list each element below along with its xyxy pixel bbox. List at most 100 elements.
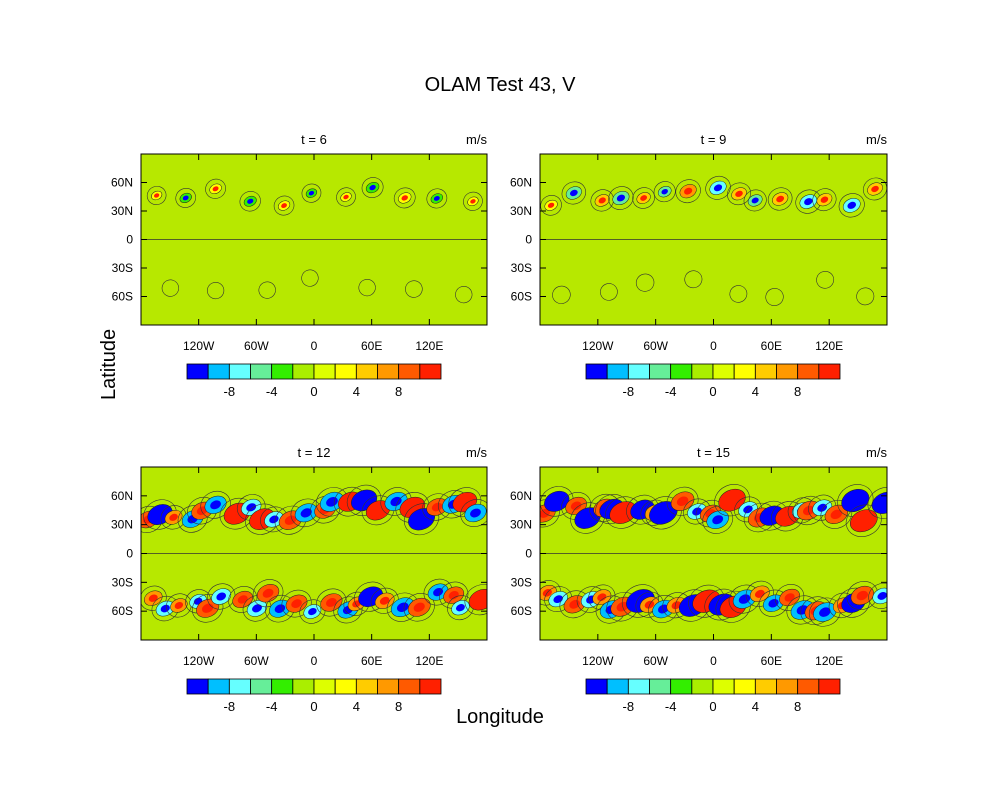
contour-loop-sh <box>846 581 879 610</box>
contour-loop-nh <box>862 177 887 201</box>
wave-core-nh <box>569 189 578 197</box>
colorbar-swatch <box>186 363 209 380</box>
wave-core-nh <box>308 190 315 196</box>
colorbar-swatch <box>334 678 357 695</box>
colorbar-swatch <box>649 363 672 380</box>
x-tick-label: 120W <box>183 654 215 668</box>
wave-core-nh <box>765 510 778 521</box>
contour-loop-sh <box>464 584 487 616</box>
colorbar-label: -8 <box>623 384 635 399</box>
wave-core-nh <box>684 187 693 195</box>
contour-loop-nh <box>838 193 865 218</box>
contour-loop-sh <box>600 283 618 301</box>
colorbar-swatch <box>733 678 756 695</box>
colorbar-swatch <box>207 678 230 695</box>
x-tick-label: 0 <box>710 339 717 353</box>
field-layer <box>540 484 887 627</box>
y-tick-label: 60S <box>112 290 133 304</box>
contour-loop-nh <box>426 188 448 209</box>
x-tick-label: 120E <box>415 339 443 353</box>
colorbar-swatch <box>250 363 273 380</box>
wave-core-sh <box>768 599 779 608</box>
wave-core-sh <box>274 604 286 613</box>
colorbar-label: -8 <box>224 384 236 399</box>
wave-core-nh <box>169 513 178 521</box>
contour-loop-sh <box>544 586 573 612</box>
colorbar-swatch <box>271 678 294 695</box>
wave-core-nh <box>414 513 429 525</box>
wave-core-nh <box>848 494 863 507</box>
colorbar-label: -4 <box>266 699 278 714</box>
colorbar-label: 4 <box>752 384 759 399</box>
wave-core-sh <box>738 594 751 604</box>
wave-core-sh <box>657 604 669 614</box>
wave-core-nh <box>847 201 857 209</box>
field-layer <box>141 484 487 624</box>
wave-core-nh <box>540 508 550 518</box>
wave-core-nh <box>247 198 254 204</box>
contour-loop-nh <box>675 179 701 204</box>
contour-loop-sh <box>684 270 703 289</box>
x-tick-label: 120E <box>815 339 843 353</box>
colorbar-swatch <box>313 363 336 380</box>
colorbar-swatch <box>585 363 608 380</box>
contour-loop-sh <box>816 271 835 289</box>
wave-core-sh <box>396 602 409 612</box>
wave-core-nh <box>581 512 594 524</box>
wave-core-nh <box>871 185 879 193</box>
x-tick-label: 60W <box>643 654 668 668</box>
wave-core-nh <box>458 497 471 508</box>
wave-core-nh <box>661 188 668 195</box>
contour-loop-nh <box>653 181 676 203</box>
x-tick-label: 120E <box>815 654 843 668</box>
contour-loop-nh <box>200 490 231 519</box>
colorbar-swatch <box>271 363 294 380</box>
panel-2: 120W 60W 0 60E 120E 60N 30N 0 30S 60S t = 9 m/s -8 -4… <box>510 132 888 399</box>
wave-core-nh <box>857 515 871 527</box>
wave-core-sh <box>237 595 248 604</box>
y-tick-label: 60S <box>511 290 532 304</box>
wave-core-nh <box>281 203 287 209</box>
contour-loop-sh <box>206 281 225 300</box>
colorbar-swatch <box>228 363 251 380</box>
contour-loop-nh <box>540 194 562 216</box>
contour-loop-sh <box>301 269 319 287</box>
contour-loop-sh <box>688 584 725 618</box>
contour-loop-sh <box>258 281 276 299</box>
colorbar-swatch <box>712 363 735 380</box>
colorbar: -8 -4 0 4 8 <box>186 678 442 714</box>
wave-core-sh <box>308 608 317 616</box>
contour-loop-nh <box>702 505 734 534</box>
contour-loop-nh <box>561 181 587 205</box>
wave-core-sh <box>475 594 487 605</box>
colorbar-swatch <box>797 363 820 380</box>
colorbar: -8 -4 0 4 8 <box>585 363 841 399</box>
contour-loop-nh <box>727 182 751 206</box>
wave-core-sh <box>448 590 459 600</box>
wave-core-sh <box>819 607 831 617</box>
wave-core-nh <box>246 503 257 512</box>
y-tick-label: 60N <box>510 489 532 503</box>
contour-loop-sh <box>765 288 784 306</box>
wave-core-nh <box>153 193 160 198</box>
wave-core-sh <box>856 590 869 601</box>
wave-core-nh <box>357 495 371 506</box>
contour-loop-sh <box>552 285 571 304</box>
contour-loop-sh <box>621 584 659 618</box>
colorbar-label: 4 <box>353 384 360 399</box>
x-tick-label: 120W <box>183 339 215 353</box>
contour-loop-nh <box>393 187 416 209</box>
contour-loop-nh <box>626 494 659 525</box>
colorbar-label: 0 <box>310 699 317 714</box>
contour-loop-nh <box>273 195 295 216</box>
colorbar-label: -4 <box>665 384 677 399</box>
contour-loop-nh <box>205 178 226 199</box>
colorbar-swatch <box>377 678 400 695</box>
contour-loop-nh <box>540 486 574 517</box>
wave-core-sh <box>325 598 337 607</box>
contour-loop-sh <box>316 588 347 617</box>
colorbar-swatch <box>712 678 735 695</box>
contour-loop-nh <box>160 505 187 530</box>
